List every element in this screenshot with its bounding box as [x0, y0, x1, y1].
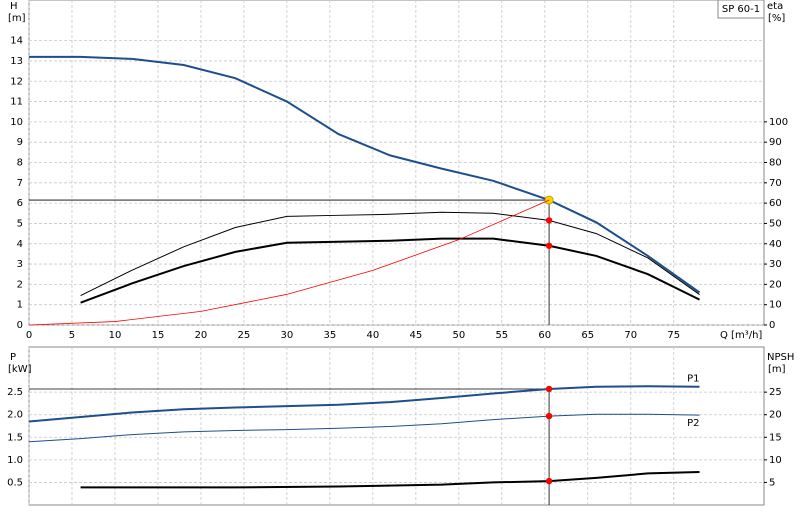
x-tick-label: 10: [109, 330, 122, 341]
y-tick-label: 11: [10, 97, 23, 108]
series-line: [29, 55, 701, 294]
x-tick-label: 60: [538, 330, 551, 341]
series-label: P1: [687, 374, 699, 385]
duty-point: [545, 217, 553, 224]
x-tick-label: 70: [624, 330, 637, 341]
y2-tick-label: 0: [769, 320, 775, 331]
y-tick-label: 1.0: [7, 455, 23, 466]
y-tick-label: 9: [17, 137, 23, 148]
y-tick-label: 3: [17, 259, 23, 270]
x-tick-label: 15: [152, 330, 165, 341]
x-tick-label: 25: [238, 330, 251, 341]
y2-tick-label: 5: [769, 477, 775, 488]
series-line: [28, 413, 700, 443]
y-axis-unit: [kW]: [8, 364, 32, 375]
y-tick-label: 2.0: [7, 410, 23, 421]
y-tick-label: 10: [10, 117, 23, 128]
y2-axis-unit: [%]: [768, 13, 785, 24]
duty-point: [545, 385, 553, 393]
y2-tick-label: 30: [769, 259, 782, 270]
x-tick-label: 35: [324, 330, 337, 341]
series-line: [80, 471, 700, 489]
y-tick-label: 2: [17, 279, 23, 290]
y2-axis-label: NPSH: [767, 352, 794, 363]
x-tick-label: 40: [366, 330, 379, 341]
y2-tick-label: 80: [769, 158, 782, 169]
x-tick-label: 75: [667, 330, 680, 341]
y-axis-unit: [m]: [8, 13, 26, 24]
y-tick-label: 1: [17, 300, 23, 311]
y2-tick-label: 20: [769, 410, 782, 421]
y-tick-label: 6: [17, 198, 23, 209]
x-tick-label: 50: [452, 330, 465, 341]
y-tick-label: 12: [10, 76, 23, 87]
y-tick-label: 5: [17, 218, 23, 229]
series-line: [28, 385, 700, 423]
y2-tick-label: 25: [769, 387, 782, 398]
x-axis-label: Q [m³/h]: [720, 330, 762, 341]
y2-tick-label: 15: [769, 432, 782, 443]
y2-tick-label: 20: [769, 279, 782, 290]
series-label: P2: [687, 418, 699, 429]
y2-tick-label: 40: [769, 239, 782, 250]
y-tick-label: 14: [10, 36, 23, 47]
y-tick-label: 1.5: [7, 432, 23, 443]
x-tick-label: 45: [409, 330, 422, 341]
y2-axis-label: eta: [767, 1, 783, 12]
legend-box: [717, 0, 765, 19]
series-line: [80, 237, 700, 304]
y-axis-label: P: [10, 352, 16, 363]
y-tick-label: 7: [17, 178, 23, 189]
duty-point: [545, 477, 553, 485]
y2-tick-label: 70: [769, 178, 782, 189]
y2-axis-unit: [m]: [768, 364, 786, 375]
x-tick-label: 30: [281, 330, 294, 341]
y2-tick-label: 100: [769, 117, 788, 128]
plot-frame: [28, 346, 765, 506]
y2-tick-label: 60: [769, 198, 782, 209]
y-tick-label: 0: [17, 320, 23, 331]
y2-tick-label: 10: [769, 300, 782, 311]
y-tick-label: 2.5: [7, 387, 23, 398]
duty-point: [545, 412, 553, 420]
series-line: [80, 211, 700, 296]
y-tick-label: 4: [17, 239, 23, 250]
legend-label: SP 60-1: [722, 4, 760, 15]
y2-tick-label: 10: [769, 455, 782, 466]
y-tick-label: 13: [10, 56, 23, 67]
series-line: [28, 199, 550, 326]
y2-tick-label: 90: [769, 137, 782, 148]
y-tick-label: 0.5: [7, 477, 23, 488]
x-tick-label: 5: [69, 330, 75, 341]
x-tick-label: 55: [495, 330, 508, 341]
duty-point: [545, 242, 553, 249]
y-tick-label: 8: [17, 158, 23, 169]
x-tick-label: 20: [195, 330, 208, 341]
x-tick-label: 65: [581, 330, 594, 341]
y-axis-label: H: [10, 1, 18, 12]
x-tick-label: 0: [26, 330, 32, 341]
y2-tick-label: 50: [769, 218, 782, 229]
